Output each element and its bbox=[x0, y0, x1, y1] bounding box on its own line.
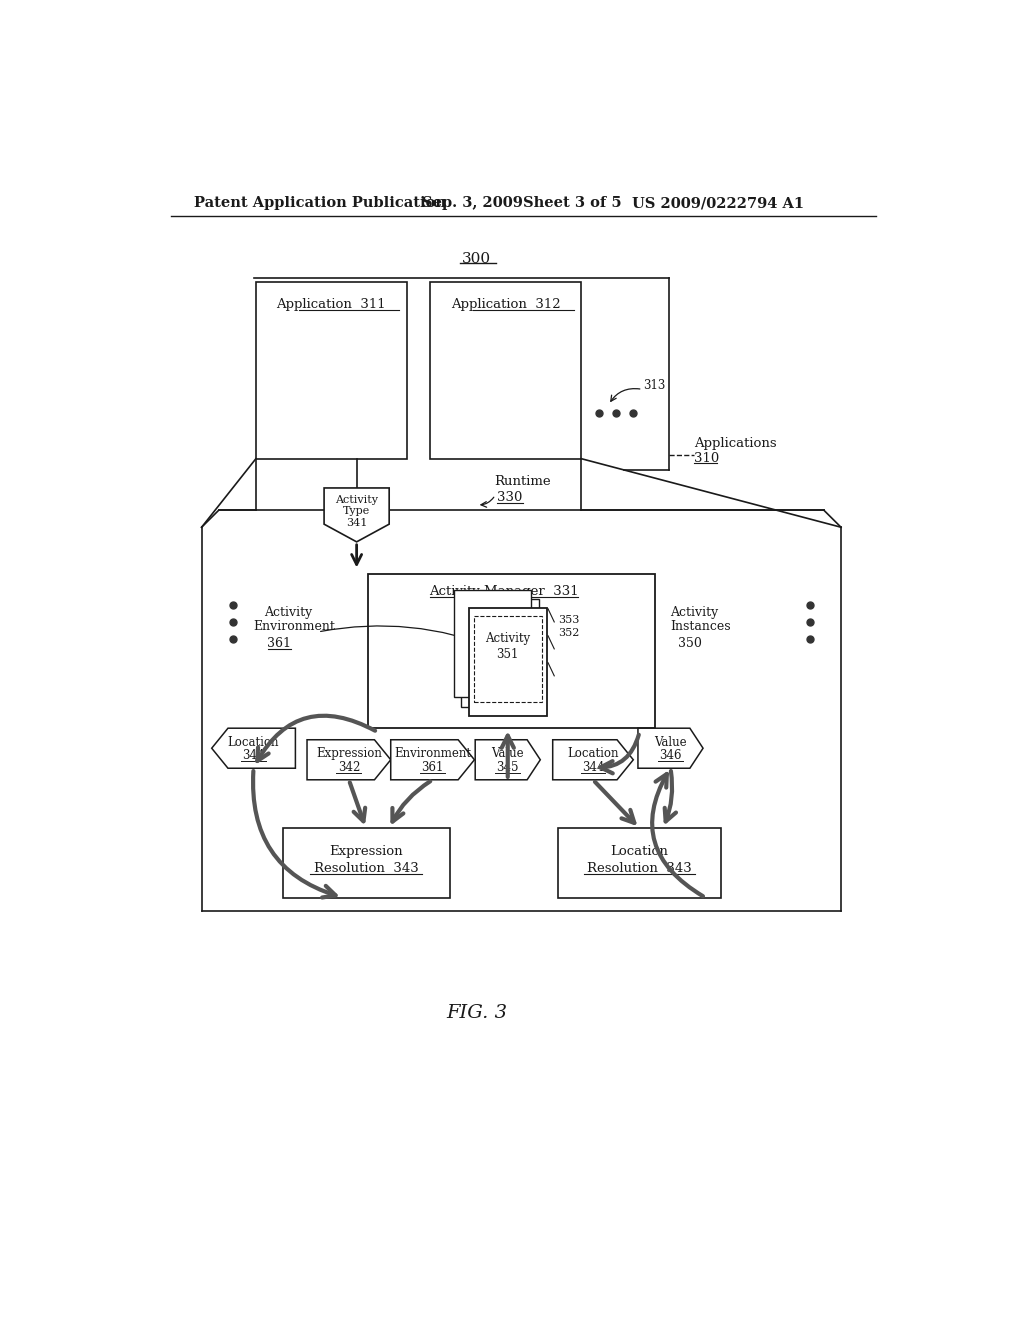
Text: Activity: Activity bbox=[335, 495, 378, 506]
Bar bbox=[469, 609, 547, 715]
Text: 351: 351 bbox=[497, 648, 519, 661]
Text: Sep. 3, 2009: Sep. 3, 2009 bbox=[423, 197, 523, 210]
Bar bbox=[369, 574, 655, 729]
Text: Environment: Environment bbox=[394, 747, 471, 760]
Text: 330: 330 bbox=[497, 491, 522, 504]
Text: 345: 345 bbox=[497, 760, 519, 774]
Text: Application  311: Application 311 bbox=[276, 298, 386, 312]
Text: 361: 361 bbox=[267, 638, 292, 649]
Text: 350: 350 bbox=[678, 638, 702, 649]
Text: Location: Location bbox=[227, 735, 280, 748]
Text: Resolution  343: Resolution 343 bbox=[587, 862, 692, 875]
Text: Environment: Environment bbox=[254, 620, 336, 634]
Text: Application  312: Application 312 bbox=[451, 298, 560, 312]
Text: 361: 361 bbox=[422, 760, 443, 774]
Text: 342: 342 bbox=[338, 760, 360, 774]
Text: Location: Location bbox=[610, 845, 669, 858]
Text: Resolution  343: Resolution 343 bbox=[313, 862, 418, 875]
Bar bbox=[474, 615, 542, 702]
Polygon shape bbox=[212, 729, 295, 768]
Text: Patent Application Publication: Patent Application Publication bbox=[194, 197, 445, 210]
Polygon shape bbox=[553, 739, 633, 780]
Polygon shape bbox=[638, 729, 703, 768]
Text: FIG. 3: FIG. 3 bbox=[446, 1005, 507, 1022]
Text: 352: 352 bbox=[558, 628, 580, 638]
Bar bbox=[558, 829, 721, 898]
Text: Expression: Expression bbox=[329, 845, 402, 858]
Text: Activity: Activity bbox=[485, 632, 530, 645]
Text: Sheet 3 of 5: Sheet 3 of 5 bbox=[523, 197, 622, 210]
Text: 344: 344 bbox=[582, 760, 604, 774]
Text: 313: 313 bbox=[643, 379, 666, 392]
Text: 341: 341 bbox=[346, 517, 368, 528]
Text: Location: Location bbox=[567, 747, 618, 760]
Bar bbox=[283, 829, 450, 898]
Text: US 2009/0222794 A1: US 2009/0222794 A1 bbox=[632, 197, 804, 210]
Bar bbox=[256, 281, 407, 459]
Text: Runtime: Runtime bbox=[494, 475, 551, 488]
Text: 346: 346 bbox=[659, 750, 682, 763]
Text: 353: 353 bbox=[558, 615, 580, 626]
Text: Value: Value bbox=[492, 747, 524, 760]
Polygon shape bbox=[475, 739, 541, 780]
Polygon shape bbox=[324, 488, 389, 543]
Text: Activity Manager  331: Activity Manager 331 bbox=[429, 585, 579, 598]
Text: Value: Value bbox=[654, 735, 687, 748]
Polygon shape bbox=[391, 739, 474, 780]
Text: Instances: Instances bbox=[671, 620, 731, 634]
Bar bbox=[461, 599, 539, 706]
Text: Type: Type bbox=[343, 506, 371, 516]
Bar bbox=[430, 281, 582, 459]
Text: Applications: Applications bbox=[693, 437, 776, 450]
Bar bbox=[454, 590, 531, 697]
Text: 344: 344 bbox=[243, 750, 265, 763]
Text: 300: 300 bbox=[462, 252, 492, 265]
Text: 310: 310 bbox=[693, 453, 719, 465]
Text: Expression: Expression bbox=[316, 747, 382, 760]
Text: Activity: Activity bbox=[263, 606, 312, 619]
Polygon shape bbox=[307, 739, 391, 780]
Text: Activity: Activity bbox=[671, 606, 719, 619]
